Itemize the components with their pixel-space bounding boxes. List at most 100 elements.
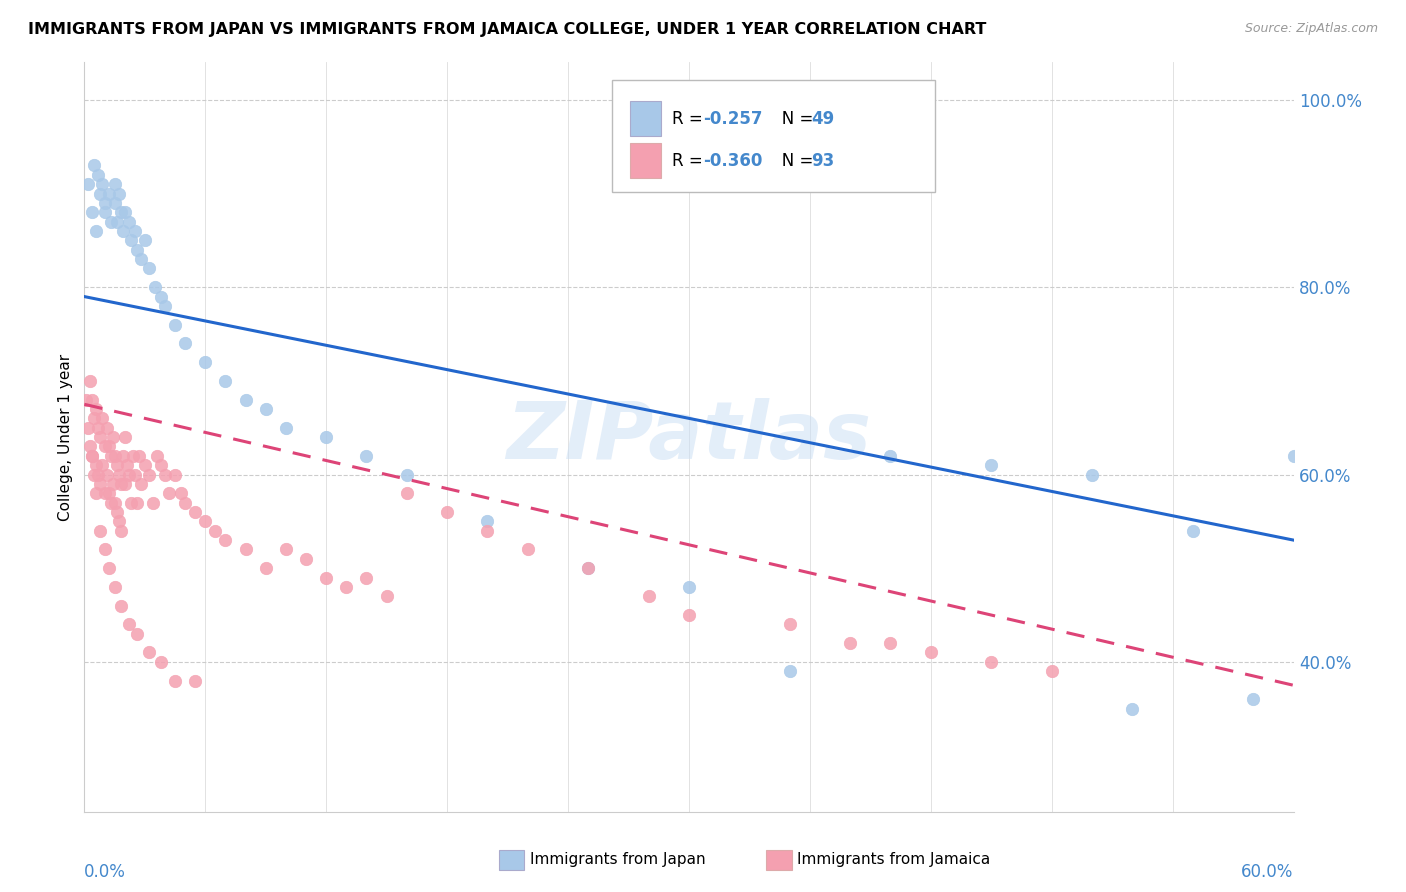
Point	[143, 280, 166, 294]
Point	[194, 355, 217, 369]
Text: N =: N =	[766, 110, 818, 128]
Point	[879, 449, 901, 463]
Point	[124, 224, 146, 238]
Point	[83, 158, 105, 172]
Text: 0.0%: 0.0%	[84, 863, 127, 881]
Point	[779, 617, 801, 632]
Point	[82, 449, 104, 463]
Point	[980, 458, 1002, 473]
Point	[110, 599, 132, 613]
Point	[678, 608, 700, 623]
Point	[101, 430, 124, 444]
Point	[120, 233, 142, 247]
Point	[129, 252, 152, 266]
Point	[138, 646, 160, 660]
Point	[114, 476, 136, 491]
Point	[295, 551, 318, 566]
Y-axis label: College, Under 1 year: College, Under 1 year	[58, 353, 73, 521]
Point	[75, 392, 97, 407]
Point	[149, 655, 172, 669]
Text: 60.0%: 60.0%	[1241, 863, 1294, 881]
Point	[121, 449, 143, 463]
Point	[235, 392, 257, 407]
Point	[204, 524, 226, 538]
Point	[93, 439, 115, 453]
Point	[82, 449, 104, 463]
Point	[138, 467, 160, 482]
Point	[97, 439, 120, 453]
Text: 93: 93	[811, 152, 835, 169]
Point	[93, 195, 115, 210]
Point	[93, 205, 115, 219]
Point	[214, 533, 236, 547]
Point	[77, 420, 100, 434]
Point	[86, 486, 108, 500]
Point	[184, 673, 207, 688]
Point	[165, 673, 187, 688]
Point	[118, 214, 141, 228]
Point	[115, 458, 138, 473]
Text: IMMIGRANTS FROM JAPAN VS IMMIGRANTS FROM JAMAICA COLLEGE, UNDER 1 YEAR CORRELATI: IMMIGRANTS FROM JAPAN VS IMMIGRANTS FROM…	[28, 22, 987, 37]
Point	[315, 571, 337, 585]
Point	[839, 636, 862, 650]
Point	[477, 514, 499, 528]
Point	[138, 261, 160, 276]
Point	[1121, 702, 1143, 716]
Point	[395, 467, 418, 482]
Point	[254, 561, 277, 575]
Point	[114, 205, 136, 219]
Point	[93, 486, 115, 500]
Point	[170, 486, 193, 500]
Point	[83, 467, 105, 482]
Point	[87, 420, 110, 434]
Point	[120, 495, 142, 509]
Point	[97, 561, 120, 575]
Text: -0.360: -0.360	[703, 152, 762, 169]
Point	[86, 224, 108, 238]
Point	[107, 467, 129, 482]
Text: N =: N =	[766, 152, 818, 169]
Point	[165, 467, 187, 482]
Point	[89, 186, 111, 201]
Point	[125, 243, 148, 257]
Point	[105, 505, 128, 519]
Point	[100, 495, 122, 509]
Point	[107, 514, 129, 528]
Point	[83, 411, 105, 425]
Point	[174, 336, 197, 351]
Point	[125, 495, 148, 509]
Point	[146, 449, 169, 463]
Text: Immigrants from Jamaica: Immigrants from Jamaica	[797, 853, 990, 867]
Point	[107, 186, 129, 201]
Point	[82, 205, 104, 219]
Point	[165, 318, 187, 332]
Point	[335, 580, 357, 594]
Point	[77, 177, 100, 191]
Point	[96, 420, 118, 434]
Point	[184, 505, 207, 519]
Point	[637, 590, 659, 604]
Point	[86, 401, 108, 416]
Point	[79, 439, 101, 453]
Point	[1040, 664, 1063, 678]
Point	[576, 561, 599, 575]
Point	[1241, 692, 1264, 706]
Point	[153, 299, 176, 313]
Point	[100, 449, 122, 463]
Point	[477, 524, 499, 538]
Point	[118, 467, 141, 482]
Point	[124, 467, 146, 482]
Point	[89, 430, 111, 444]
Point	[104, 580, 127, 594]
Point	[134, 233, 156, 247]
Point	[980, 655, 1002, 669]
Point	[87, 467, 110, 482]
Point	[111, 224, 134, 238]
Point	[105, 214, 128, 228]
Point	[104, 177, 127, 191]
Text: 49: 49	[811, 110, 835, 128]
Point	[516, 542, 538, 557]
Point	[110, 205, 132, 219]
Point	[356, 571, 378, 585]
Point	[125, 626, 148, 640]
